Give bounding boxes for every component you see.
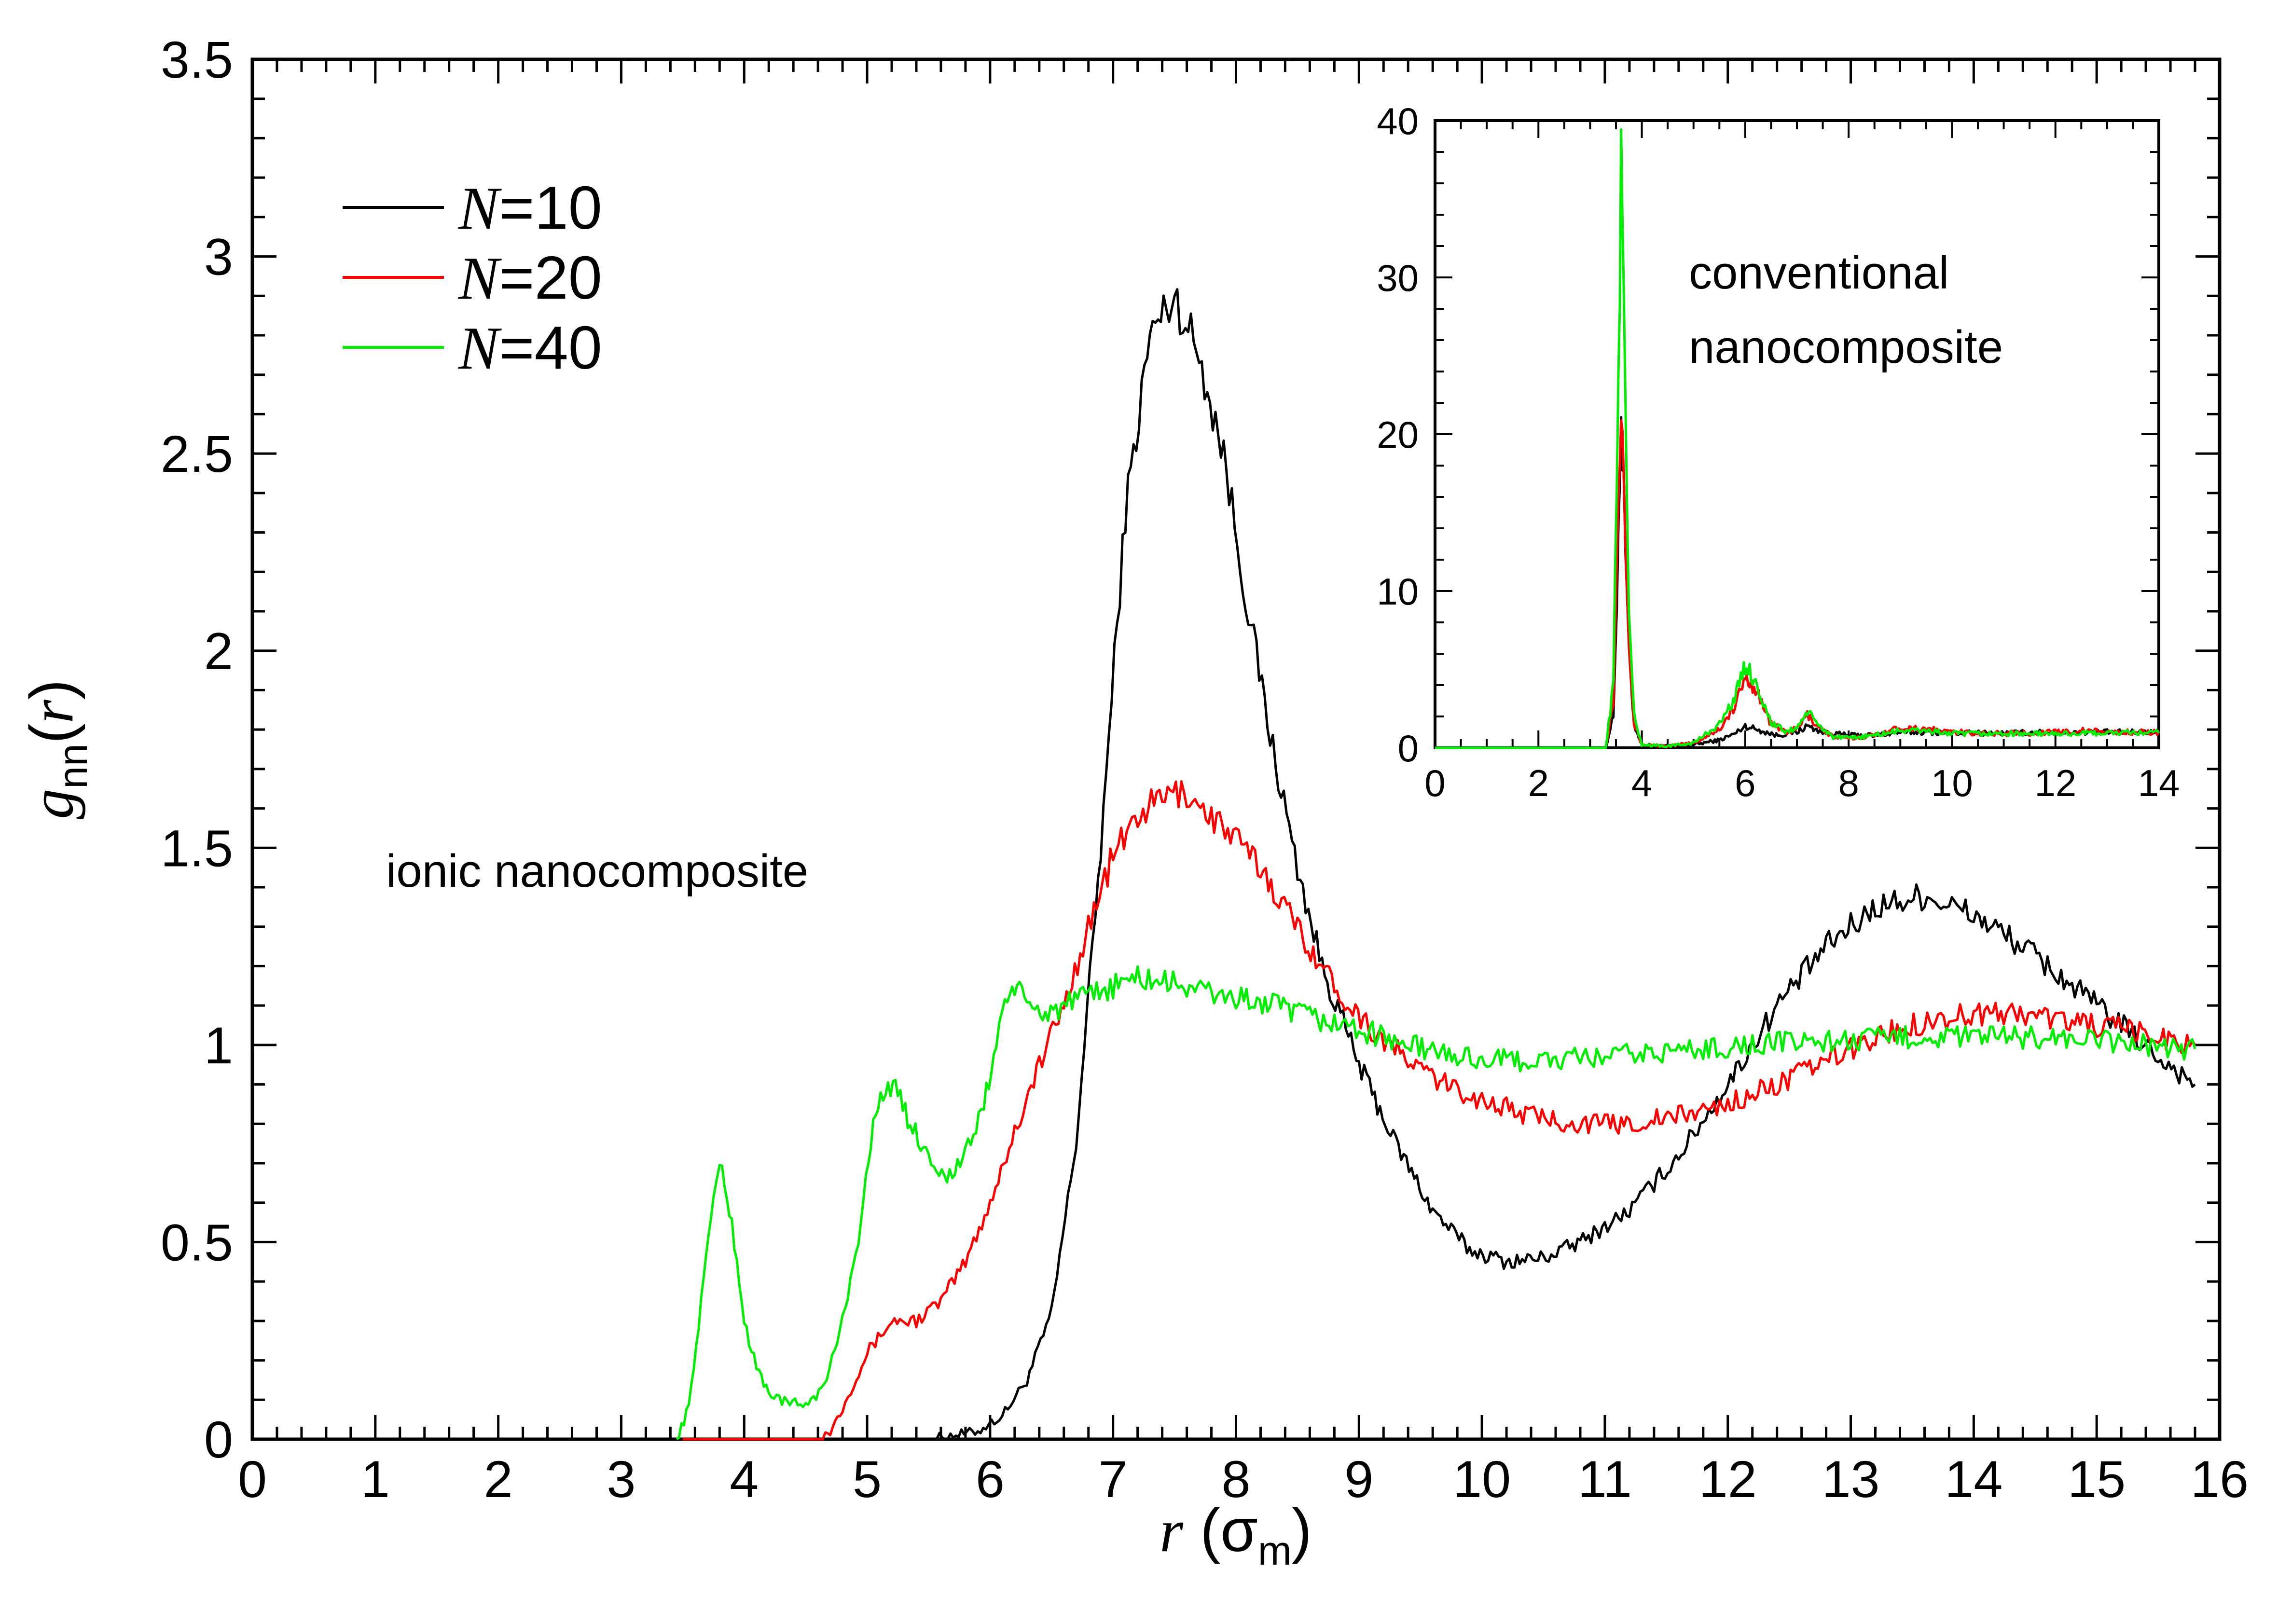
y-label-symbol: g bbox=[19, 789, 86, 819]
x-tick-label: 14 bbox=[1945, 1450, 2002, 1508]
annotation-conventional: conventional bbox=[1689, 247, 1949, 299]
y-label-open-paren: ( bbox=[17, 723, 85, 743]
x-tick-label: 15 bbox=[2068, 1450, 2126, 1508]
legend-n40-value: =40 bbox=[499, 314, 602, 382]
x-label-unit: σ bbox=[1220, 1496, 1258, 1564]
main-plot: 0 1 2 3 4 5 6 7 8 9 10 11 12 13 14 15 1600.511.522.533.5… bbox=[17, 30, 2249, 1573]
legend-n40-var: N bbox=[458, 315, 502, 382]
x-label-unit-subscript: m bbox=[1258, 1528, 1292, 1573]
y-tick-label: 10 bbox=[1377, 570, 1419, 613]
x-tick-label: 7 bbox=[1099, 1450, 1128, 1508]
y-tick-label: 0 bbox=[1398, 727, 1419, 770]
legend-label-n20: N=20 bbox=[458, 244, 602, 312]
y-tick-label: 40 bbox=[1377, 100, 1419, 142]
x-tick-label: 13 bbox=[1822, 1450, 1879, 1508]
series-line-n-10 bbox=[682, 288, 2196, 1441]
y-label-variable: r bbox=[19, 699, 86, 723]
x-label-variable: r bbox=[1160, 1498, 1184, 1565]
inset-tick-labels: 0 2 4 6 8 10 12 14 0 10 20 30 40 bbox=[1377, 100, 2180, 804]
y-tick-label: 0.5 bbox=[161, 1213, 233, 1271]
y-label-subscript: nn bbox=[50, 743, 96, 788]
x-tick-label: 10 bbox=[1453, 1450, 1511, 1508]
legend-n20-value: =20 bbox=[499, 244, 602, 312]
main-ticks bbox=[251, 58, 2221, 1441]
main-x-axis-label: r (σm) bbox=[1160, 1496, 1312, 1573]
series-line-n-40 bbox=[1435, 128, 2160, 749]
x-tick-label: 8 bbox=[1838, 762, 1859, 804]
legend-label-n10: N=10 bbox=[458, 174, 602, 242]
x-tick-label: 11 bbox=[1578, 1450, 1632, 1508]
x-tick-label: 2 bbox=[484, 1450, 513, 1508]
series-line-n-40 bbox=[676, 965, 2196, 1441]
y-tick-label: 2 bbox=[204, 622, 233, 680]
inset-series bbox=[1435, 128, 2160, 749]
x-tick-label: 6 bbox=[976, 1450, 1005, 1508]
annotation-nanocomposite: nanocomposite bbox=[1689, 321, 2003, 373]
x-tick-label: 12 bbox=[1699, 1450, 1757, 1508]
legend-n20-var: N bbox=[458, 245, 502, 312]
x-tick-label: 12 bbox=[2034, 762, 2076, 804]
y-tick-label: 3 bbox=[204, 228, 233, 286]
inset-plot: 0 2 4 6 8 10 12 14 0 10 20 30 40 conventional nanoco… bbox=[1377, 100, 2180, 804]
series-line-n-20 bbox=[682, 780, 2196, 1441]
x-tick-label: 6 bbox=[1735, 762, 1755, 804]
x-tick-label: 3 bbox=[607, 1450, 635, 1508]
legend-label-n40: N=40 bbox=[458, 314, 602, 382]
y-tick-label: 0 bbox=[204, 1410, 233, 1469]
legend-item-n40: N=40 bbox=[343, 314, 602, 382]
legend-n10-value: =10 bbox=[499, 174, 602, 242]
y-tick-label: 20 bbox=[1377, 413, 1419, 456]
main-series bbox=[676, 288, 2196, 1441]
y-tick-label: 1 bbox=[204, 1016, 233, 1074]
x-label-close-paren: ) bbox=[1292, 1496, 1312, 1564]
x-tick-label: 4 bbox=[730, 1450, 759, 1508]
x-tick-label: 16 bbox=[2191, 1450, 2249, 1508]
x-tick-label: 9 bbox=[1344, 1450, 1373, 1508]
x-label-open-paren: ( bbox=[1183, 1496, 1220, 1564]
x-tick-label: 8 bbox=[1221, 1450, 1250, 1508]
x-tick-label: 14 bbox=[2138, 762, 2180, 804]
x-tick-label: 2 bbox=[1528, 762, 1549, 804]
x-tick-label: 5 bbox=[853, 1450, 882, 1508]
x-tick-label: 10 bbox=[1931, 762, 1973, 804]
x-tick-label: 0 bbox=[1424, 762, 1445, 804]
annotation-ionic-nanocomposite: ionic nanocomposite bbox=[386, 845, 808, 897]
y-tick-label: 3.5 bbox=[161, 30, 233, 89]
legend: N=10 N=20 N=40 bbox=[343, 174, 602, 382]
inset-background bbox=[1435, 121, 2159, 748]
legend-item-n20: N=20 bbox=[343, 244, 602, 312]
legend-item-n10: N=10 bbox=[343, 174, 602, 242]
y-tick-label: 1.5 bbox=[161, 819, 233, 877]
x-tick-label: 4 bbox=[1631, 762, 1652, 804]
y-tick-label: 30 bbox=[1377, 257, 1419, 299]
y-tick-label: 2.5 bbox=[161, 425, 233, 483]
main-y-axis-label: gnn(r) bbox=[17, 679, 96, 819]
y-label-close-paren: ) bbox=[17, 679, 85, 700]
x-tick-label: 0 bbox=[238, 1450, 267, 1508]
legend-n10-var: N bbox=[458, 175, 502, 242]
x-tick-label: 1 bbox=[361, 1450, 390, 1508]
